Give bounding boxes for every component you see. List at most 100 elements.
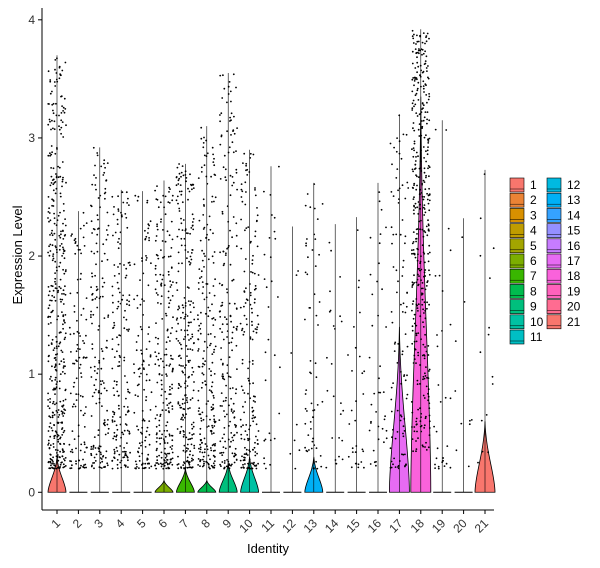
point-4 xyxy=(119,445,122,447)
point-7 xyxy=(179,432,182,434)
point-4 xyxy=(117,395,120,397)
point-18 xyxy=(417,65,420,68)
legend-swatch-18 xyxy=(546,268,562,284)
point-1 xyxy=(48,304,51,307)
point-8 xyxy=(214,278,217,281)
point-6 xyxy=(171,238,174,241)
point-1 xyxy=(56,251,58,254)
point-1 xyxy=(63,429,66,432)
point-18 xyxy=(413,430,416,433)
point-8 xyxy=(204,312,207,315)
point-17 xyxy=(391,242,393,245)
point-13 xyxy=(321,400,324,403)
point-17 xyxy=(401,219,404,221)
point-1 xyxy=(55,336,57,338)
point-7 xyxy=(185,413,188,415)
point-17 xyxy=(392,428,394,431)
point-10 xyxy=(241,455,243,458)
point-18 xyxy=(413,426,416,428)
point-17 xyxy=(396,137,398,140)
point-4 xyxy=(117,365,119,368)
point-6 xyxy=(155,235,158,237)
point-18 xyxy=(428,273,431,276)
point-3 xyxy=(103,387,106,390)
point-10 xyxy=(245,424,248,426)
point-1 xyxy=(60,461,63,464)
point-1 xyxy=(55,175,58,178)
point-6 xyxy=(157,343,159,345)
point-10 xyxy=(243,314,246,317)
point-1 xyxy=(48,467,51,470)
point-16 xyxy=(380,208,383,211)
point-4 xyxy=(119,334,122,337)
legend-swatch-15 xyxy=(546,223,562,238)
point-18 xyxy=(422,32,425,34)
point-18 xyxy=(415,52,418,55)
point-9 xyxy=(230,134,232,136)
point-1 xyxy=(61,293,63,295)
y-axis-title: Expression Level xyxy=(10,205,25,304)
point-3 xyxy=(99,461,102,464)
point-18 xyxy=(415,151,418,154)
point-5 xyxy=(148,467,151,469)
point-17 xyxy=(406,345,409,348)
point-1 xyxy=(64,398,67,401)
point-18 xyxy=(412,187,414,190)
point-7 xyxy=(184,244,187,247)
point-10 xyxy=(255,467,258,470)
point-13 xyxy=(309,360,312,362)
point-10 xyxy=(246,174,249,176)
point-4 xyxy=(127,466,129,468)
point-10 xyxy=(239,306,242,309)
point-5 xyxy=(148,420,151,422)
point-10 xyxy=(240,466,243,469)
point-18 xyxy=(422,107,424,110)
point-18 xyxy=(413,322,416,325)
point-8 xyxy=(202,357,205,360)
point-18 xyxy=(416,87,419,90)
point-18 xyxy=(428,434,431,436)
point-4 xyxy=(124,276,127,279)
point-4 xyxy=(118,272,120,275)
point-18 xyxy=(415,423,418,426)
point-6 xyxy=(169,188,171,191)
point-1 xyxy=(64,457,67,459)
point-18 xyxy=(413,129,416,132)
point-1 xyxy=(62,323,64,326)
point-18 xyxy=(421,282,424,284)
point-6 xyxy=(160,218,163,221)
point-4 xyxy=(113,321,115,324)
point-1 xyxy=(50,153,53,156)
point-5 xyxy=(140,349,143,352)
point-5 xyxy=(140,328,143,331)
point-10 xyxy=(249,467,252,470)
point-18 xyxy=(423,204,426,207)
point-7 xyxy=(181,165,184,168)
point-1 xyxy=(53,357,56,359)
point-2 xyxy=(75,393,78,395)
point-6 xyxy=(165,467,168,470)
point-4 xyxy=(116,467,119,470)
point-9 xyxy=(225,318,228,321)
point-7 xyxy=(177,455,179,458)
point-7 xyxy=(193,318,196,321)
point-6 xyxy=(171,295,174,297)
point-3 xyxy=(98,450,100,453)
point-7 xyxy=(186,329,189,332)
point-1 xyxy=(60,74,62,77)
point-9 xyxy=(219,316,222,318)
point-9 xyxy=(223,154,226,157)
point-18 xyxy=(415,188,418,191)
point-7 xyxy=(192,371,195,373)
point-5 xyxy=(144,237,147,240)
point-1 xyxy=(62,289,65,292)
point-10 xyxy=(249,303,252,306)
point-1 xyxy=(51,229,53,232)
point-7 xyxy=(177,179,180,182)
point-16 xyxy=(379,233,382,236)
point-18 xyxy=(421,71,424,74)
point-4 xyxy=(124,309,126,312)
point-9 xyxy=(229,90,232,93)
point-1 xyxy=(55,224,58,227)
point-18 xyxy=(424,275,427,277)
